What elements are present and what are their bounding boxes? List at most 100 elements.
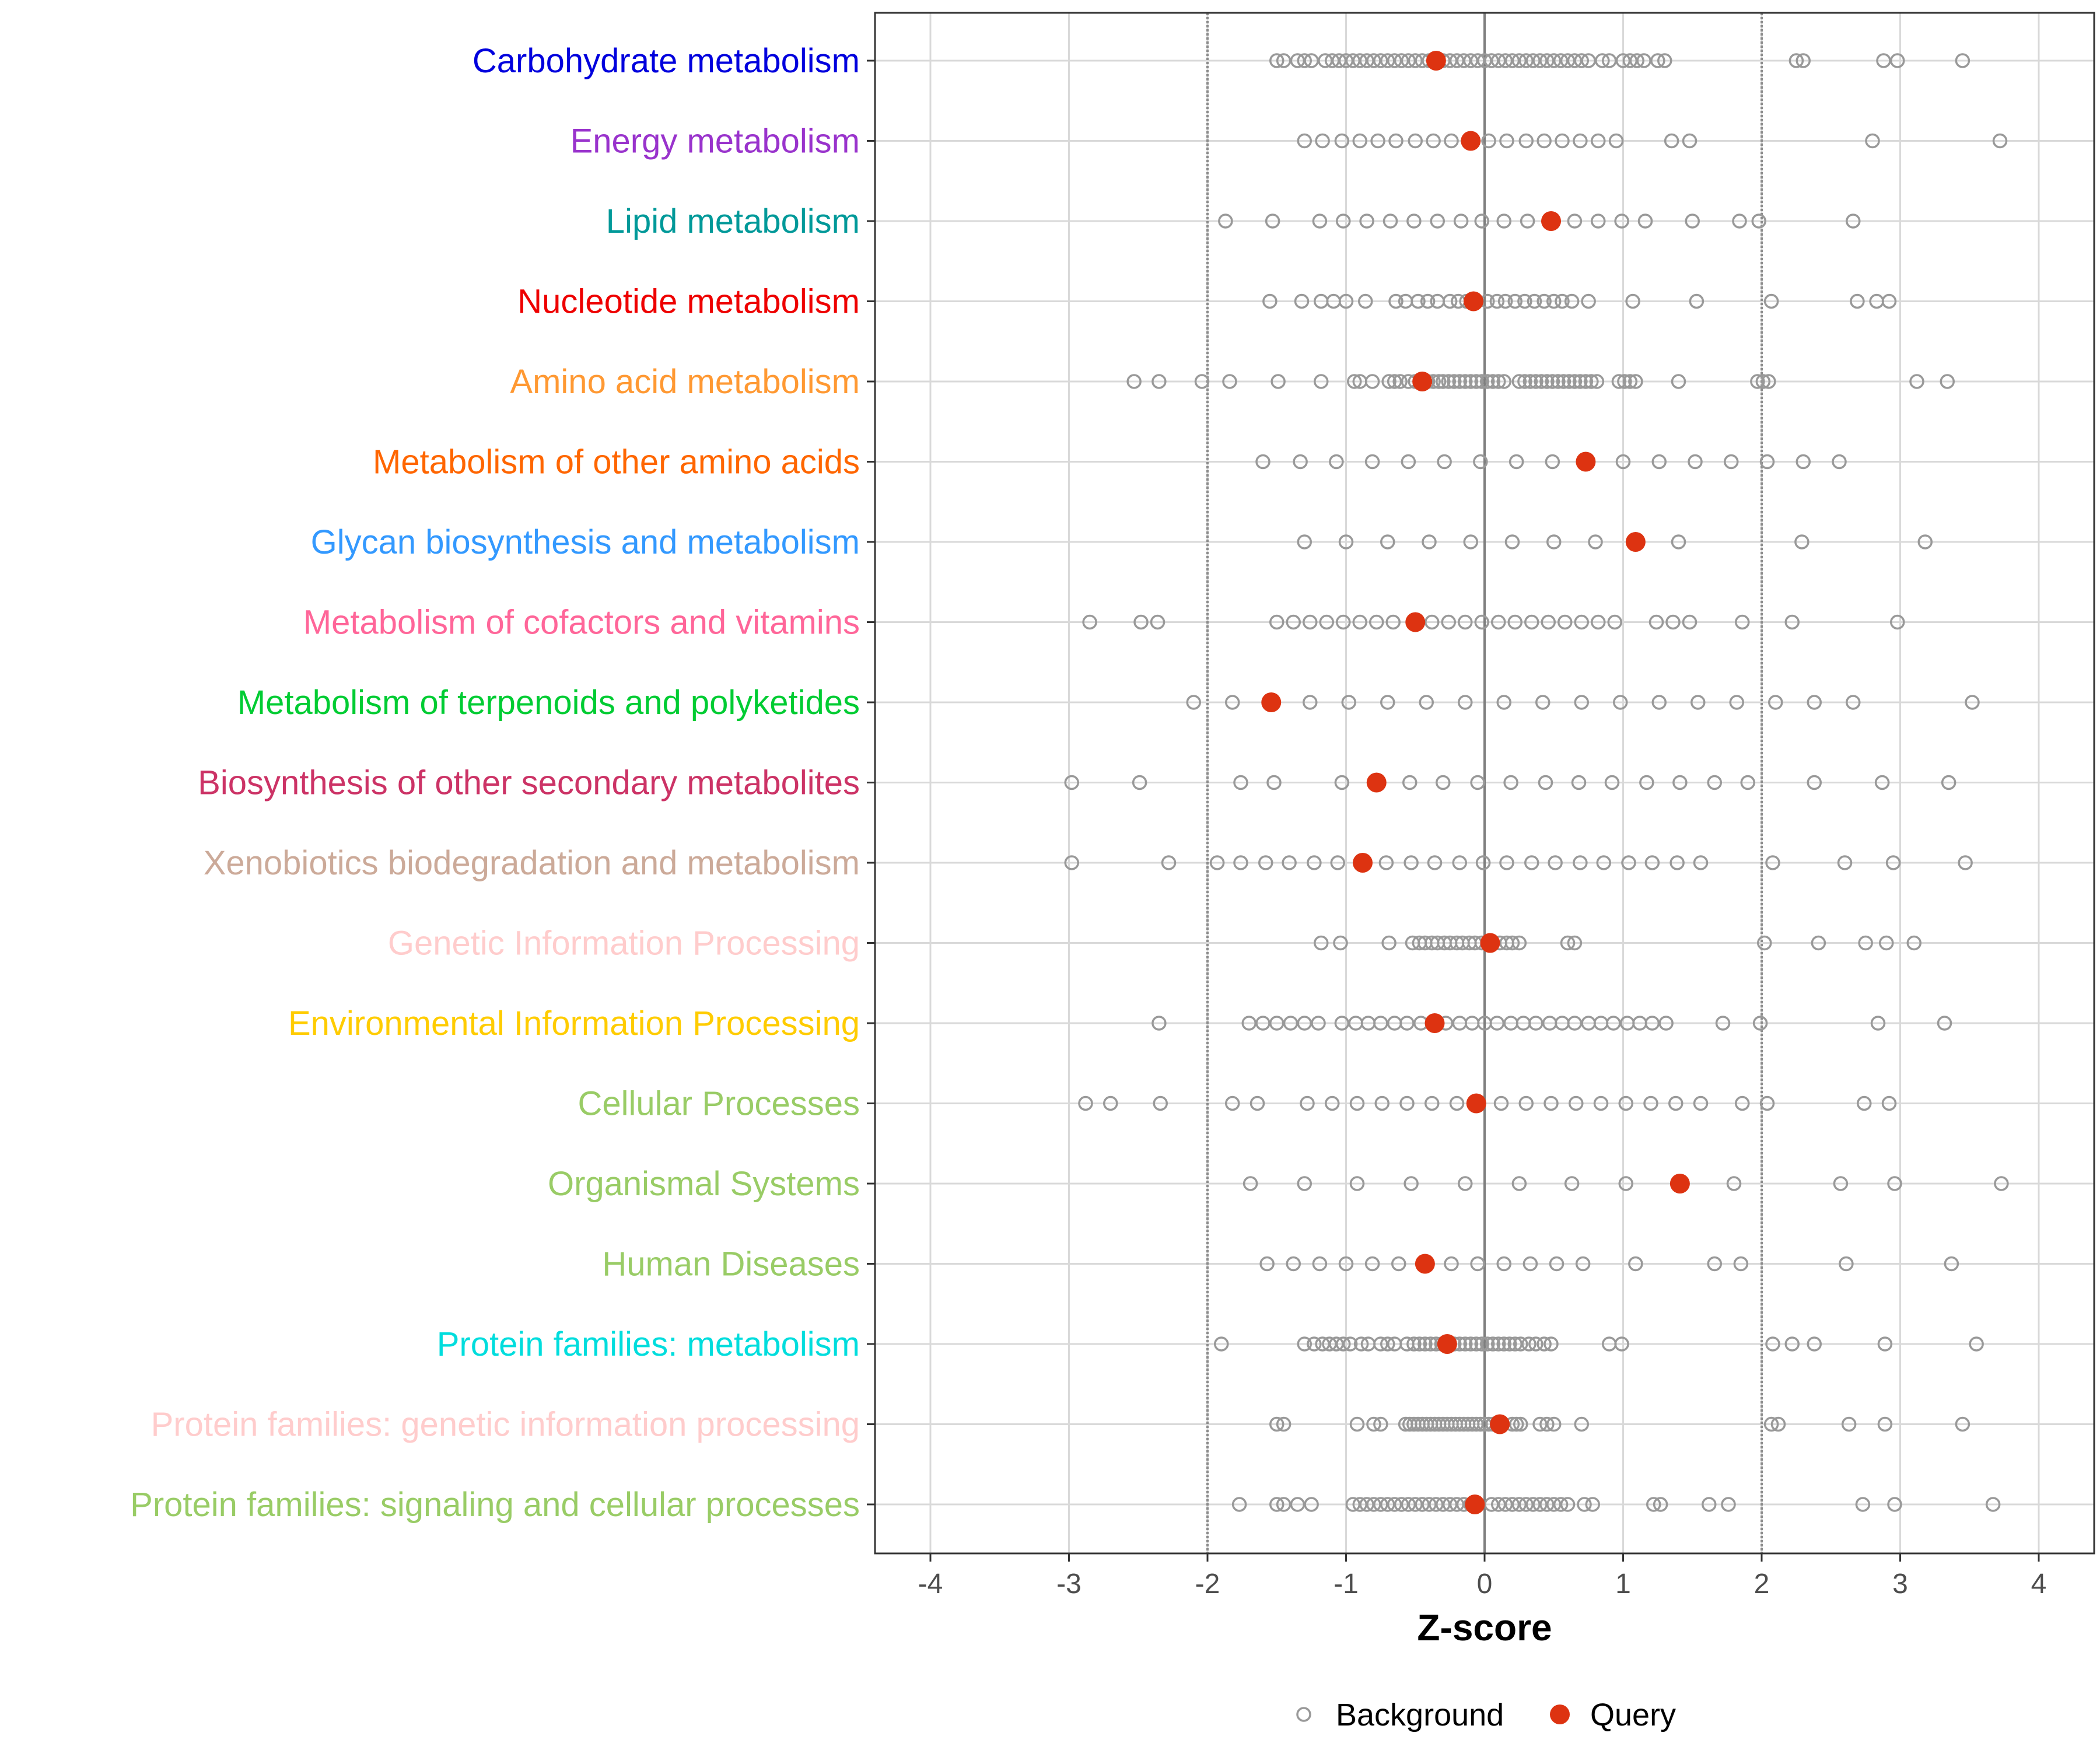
background-point (1668, 1096, 1684, 1111)
background-point (1152, 1016, 1167, 1031)
background-point (1364, 374, 1380, 389)
background-point (1325, 1096, 1340, 1111)
background-point (1890, 614, 1905, 630)
background-point (1338, 534, 1354, 550)
background-point (1307, 855, 1322, 870)
background-point (1682, 614, 1698, 630)
category-label: Organismal Systems (548, 1165, 860, 1203)
background-point (1688, 454, 1703, 470)
background-point (1366, 1416, 1381, 1432)
background-point (1807, 775, 1822, 790)
background-point (1064, 775, 1079, 790)
legend-background-label: Background (1336, 1698, 1504, 1732)
x-tick-label: -2 (1195, 1569, 1220, 1600)
background-point (1513, 1416, 1528, 1432)
background-point (1759, 1096, 1775, 1111)
background-point (1474, 1336, 1489, 1352)
background-point (1470, 775, 1485, 790)
category-points (1214, 1334, 1984, 1354)
background-point (1807, 695, 1822, 710)
background-point (1917, 534, 1933, 550)
background-point (1763, 293, 1779, 309)
background-point (1560, 1497, 1576, 1512)
background-point (1534, 374, 1549, 389)
background-point (1539, 374, 1555, 389)
background-point (1841, 1416, 1857, 1432)
background-point (1784, 614, 1800, 630)
background-point (1380, 695, 1395, 710)
background-point (1391, 1256, 1406, 1272)
background-point (1427, 855, 1443, 870)
background-point (1338, 293, 1354, 309)
category-label: Nucleotide metabolism (517, 283, 860, 321)
background-point (1297, 534, 1312, 550)
x-tick-label: -3 (1056, 1569, 1082, 1600)
background-point (1297, 1176, 1312, 1191)
background-point (1458, 614, 1473, 630)
category-points (1262, 291, 1897, 312)
background-point (1969, 1336, 1984, 1352)
background-point (1567, 374, 1583, 389)
background-point (1765, 1336, 1780, 1352)
background-point (1796, 53, 1811, 68)
background-point (1608, 133, 1624, 149)
background-point (1491, 614, 1506, 630)
background-point (1504, 935, 1520, 951)
background-point (1312, 214, 1328, 229)
background-point (1342, 1336, 1358, 1352)
background-point (1591, 133, 1606, 149)
category-points (1297, 532, 1933, 552)
query-point (1426, 51, 1446, 71)
background-point (1150, 614, 1166, 630)
background-point (1491, 1336, 1506, 1352)
background-point (1553, 1497, 1569, 1512)
background-point (1262, 293, 1278, 309)
background-point (1441, 614, 1456, 630)
background-point (1571, 775, 1587, 790)
background-point (1469, 1336, 1484, 1352)
background-point (1707, 1256, 1722, 1272)
background-point (1546, 534, 1562, 550)
background-point (1225, 1096, 1240, 1111)
background-point (1796, 454, 1811, 470)
background-point (1593, 1096, 1609, 1111)
category-points (1064, 853, 1973, 873)
background-point (1750, 374, 1765, 389)
background-point (1846, 695, 1861, 710)
background-point (1269, 614, 1284, 630)
x-axis-title: Z-score (1417, 1606, 1552, 1648)
background-point (1643, 1096, 1658, 1111)
background-point (1441, 374, 1456, 389)
background-point (1546, 293, 1562, 309)
background-point (1364, 1256, 1380, 1272)
background-point (1528, 1336, 1544, 1352)
background-point (1524, 855, 1539, 870)
background-point (1404, 1176, 1419, 1191)
background-point (1865, 133, 1880, 149)
background-point (1255, 454, 1270, 470)
background-point (1334, 775, 1350, 790)
background-point (1788, 53, 1804, 68)
background-point (1499, 855, 1514, 870)
category-label: Environmental Information Processing (288, 1005, 860, 1042)
query-point (1366, 772, 1387, 793)
background-point (1282, 855, 1297, 870)
query-point (1625, 532, 1646, 552)
background-point (1621, 855, 1636, 870)
background-point (1721, 1497, 1736, 1512)
background-point (1430, 214, 1445, 229)
background-point (1485, 1336, 1500, 1352)
background-point (1424, 614, 1440, 630)
background-point (1508, 1416, 1524, 1432)
background-point (1496, 1336, 1511, 1352)
background-point (1297, 133, 1312, 149)
background-point (1517, 374, 1532, 389)
background-point (1242, 1176, 1258, 1191)
background-point (1567, 214, 1583, 229)
category-points (1078, 1093, 1897, 1114)
background-point (1994, 1176, 2009, 1191)
background-point (1373, 1416, 1388, 1432)
background-point (1473, 454, 1488, 470)
background-point (1628, 1256, 1643, 1272)
background-point (1233, 855, 1248, 870)
